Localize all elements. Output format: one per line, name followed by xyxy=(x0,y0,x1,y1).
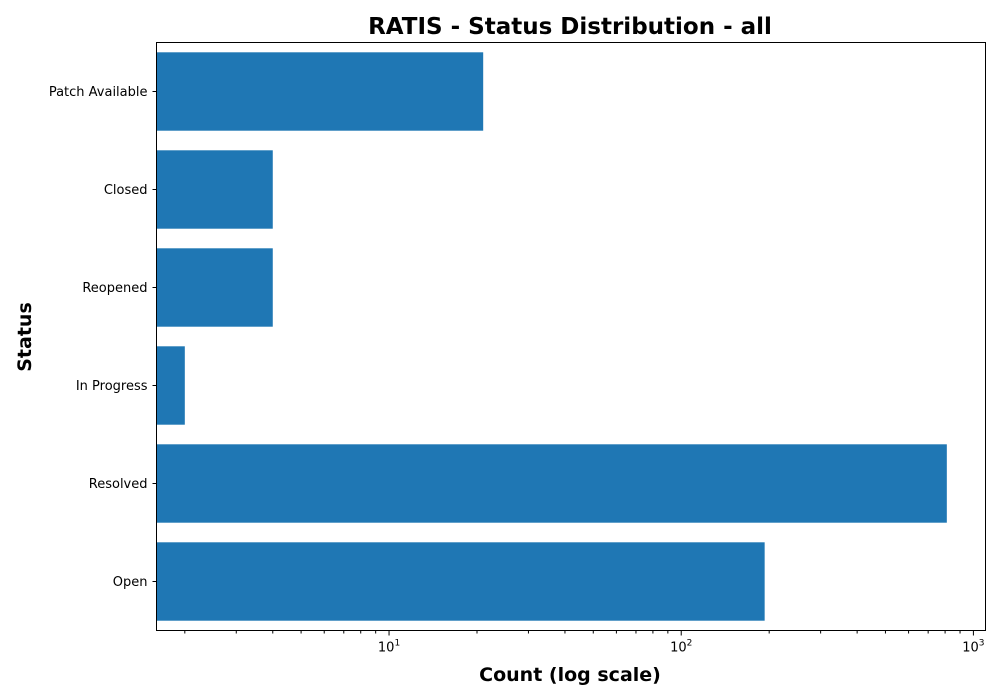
y-tick-label-closed: Closed xyxy=(104,183,148,198)
chart-title: RATIS - Status Distribution - all xyxy=(368,14,772,40)
bar-patch-available xyxy=(156,52,484,131)
x-axis: 101 102 103 xyxy=(184,630,985,656)
x-tick-label: 102 xyxy=(670,639,692,656)
y-tick-label-patch-available: Patch Available xyxy=(49,85,148,100)
x-axis-label: Count (log scale) xyxy=(479,664,661,686)
bar-closed xyxy=(156,150,273,229)
y-tick-label-resolved: Resolved xyxy=(89,477,148,492)
plot-frame xyxy=(156,42,986,631)
x-tick-label: 103 xyxy=(962,639,984,656)
bar-reopened xyxy=(156,248,273,327)
x-tick-label: 101 xyxy=(378,639,400,656)
y-tick-label-in-progress: In Progress xyxy=(76,379,148,394)
bar-open xyxy=(156,542,765,621)
y-axis-label: Status xyxy=(14,302,36,372)
bar-in-progress xyxy=(156,346,185,425)
y-axis: Open Resolved In Progress Reopened Closed Pat… xyxy=(49,85,157,590)
bar-resolved xyxy=(156,444,947,523)
y-tick-label-reopened: Reopened xyxy=(82,281,147,296)
bars-group xyxy=(156,52,947,621)
y-tick-label-open: Open xyxy=(113,575,148,590)
